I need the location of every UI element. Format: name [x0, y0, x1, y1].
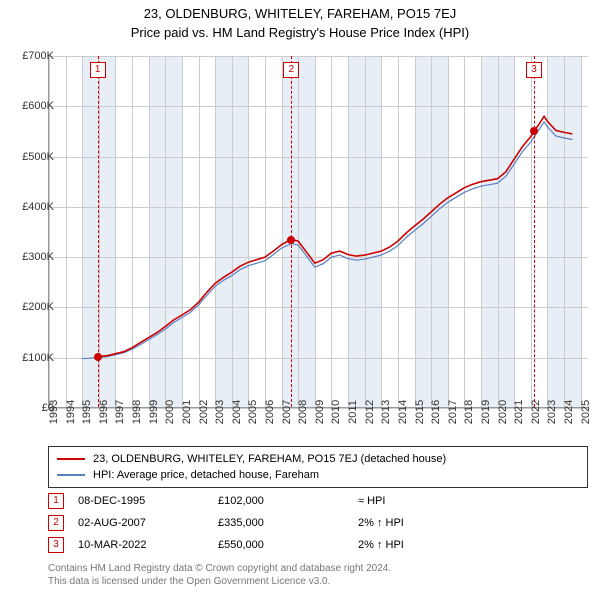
transaction-marker-dot [94, 353, 102, 361]
legend-swatch-red [57, 458, 85, 460]
chart-title-address: 23, OLDENBURG, WHITELEY, FAREHAM, PO15 7… [0, 6, 600, 21]
legend-box: 23, OLDENBURG, WHITELEY, FAREHAM, PO15 7… [48, 446, 588, 488]
legend-label: 23, OLDENBURG, WHITELEY, FAREHAM, PO15 7… [93, 453, 446, 465]
footer-line-2: This data is licensed under the Open Gov… [48, 575, 588, 588]
transaction-row: 2 02-AUG-2007£335,0002% ↑ HPI [48, 512, 588, 534]
legend-row: 23, OLDENBURG, WHITELEY, FAREHAM, PO15 7… [57, 451, 579, 467]
attribution-footer: Contains HM Land Registry data © Crown c… [48, 562, 588, 588]
chart-lines [49, 56, 589, 408]
transaction-comparison: 2% ↑ HPI [358, 539, 498, 551]
transaction-marker-badge: 3 [526, 62, 542, 78]
transaction-date: 08-DEC-1995 [78, 495, 218, 507]
legend-label: HPI: Average price, detached house, Fare… [93, 469, 319, 481]
chart-wrapper: 23, OLDENBURG, WHITELEY, FAREHAM, PO15 7… [0, 6, 600, 596]
transaction-marker-line [534, 56, 535, 407]
transaction-comparison: 2% ↑ HPI [358, 517, 498, 529]
transaction-row: 1 08-DEC-1995£102,000≈ HPI [48, 490, 588, 512]
transaction-badge: 3 [48, 537, 64, 553]
transaction-marker-line [291, 56, 292, 407]
transaction-marker-badge: 2 [283, 62, 299, 78]
transaction-badge: 1 [48, 493, 64, 509]
transaction-price: £335,000 [218, 517, 358, 529]
transactions-table: 1 08-DEC-1995£102,000≈ HPI 2 02-AUG-2007£33… [48, 490, 588, 556]
transaction-comparison: ≈ HPI [358, 495, 498, 507]
price-line [98, 116, 573, 356]
transaction-marker-dot [530, 127, 538, 135]
legend-swatch-blue [57, 474, 85, 476]
transaction-badge: 2 [48, 515, 64, 531]
chart-title-sub: Price paid vs. HM Land Registry's House … [0, 25, 600, 40]
transaction-marker-dot [287, 236, 295, 244]
footer-line-1: Contains HM Land Registry data © Crown c… [48, 562, 588, 575]
transaction-date: 02-AUG-2007 [78, 517, 218, 529]
transaction-price: £102,000 [218, 495, 358, 507]
transaction-marker-badge: 1 [90, 62, 106, 78]
hpi-line [82, 122, 572, 359]
plot-area: 1 2 3 [48, 56, 588, 408]
transaction-row: 3 10-MAR-2022£550,0002% ↑ HPI [48, 534, 588, 556]
transaction-date: 10-MAR-2022 [78, 539, 218, 551]
legend-row: HPI: Average price, detached house, Fare… [57, 467, 579, 483]
transaction-price: £550,000 [218, 539, 358, 551]
